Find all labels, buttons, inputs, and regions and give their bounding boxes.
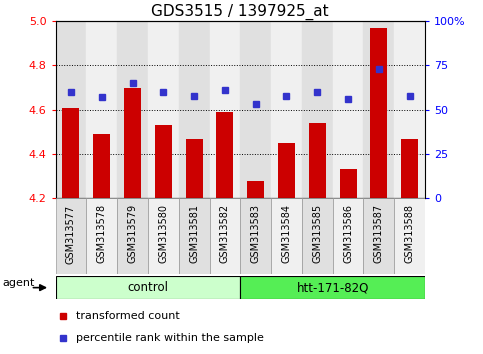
Bar: [364, 198, 394, 274]
Bar: [210, 21, 240, 198]
Bar: [148, 21, 179, 198]
Bar: [340, 170, 356, 198]
Bar: [240, 276, 425, 299]
Text: GSM313584: GSM313584: [282, 204, 291, 263]
Bar: [179, 198, 210, 274]
Bar: [394, 21, 425, 198]
Text: GSM313578: GSM313578: [97, 204, 107, 263]
Text: GSM313580: GSM313580: [158, 204, 168, 263]
Bar: [148, 198, 179, 274]
Bar: [401, 138, 418, 198]
Bar: [309, 123, 326, 198]
Text: GSM313583: GSM313583: [251, 204, 261, 263]
Bar: [117, 198, 148, 274]
Bar: [364, 21, 394, 198]
Text: agent: agent: [3, 278, 35, 287]
Bar: [216, 112, 233, 198]
Text: GSM313577: GSM313577: [66, 204, 76, 264]
Bar: [56, 198, 86, 274]
Text: htt-171-82Q: htt-171-82Q: [297, 281, 369, 294]
Bar: [240, 21, 271, 198]
Bar: [271, 21, 302, 198]
Bar: [86, 198, 117, 274]
Bar: [240, 198, 271, 274]
Title: GDS3515 / 1397925_at: GDS3515 / 1397925_at: [152, 4, 329, 20]
Bar: [179, 21, 210, 198]
Bar: [247, 181, 264, 198]
Text: control: control: [128, 281, 169, 294]
Bar: [210, 198, 240, 274]
Bar: [302, 198, 333, 274]
Bar: [333, 198, 364, 274]
Text: GSM313588: GSM313588: [405, 204, 414, 263]
Bar: [155, 125, 172, 198]
Bar: [93, 134, 110, 198]
Bar: [278, 143, 295, 198]
Bar: [302, 21, 333, 198]
Text: GSM313582: GSM313582: [220, 204, 230, 263]
Bar: [56, 21, 86, 198]
Bar: [185, 138, 202, 198]
Bar: [56, 276, 241, 299]
Bar: [117, 21, 148, 198]
Bar: [370, 28, 387, 198]
Text: GSM313585: GSM313585: [313, 204, 322, 263]
Text: GSM313586: GSM313586: [343, 204, 353, 263]
Bar: [394, 198, 425, 274]
Bar: [333, 21, 364, 198]
Text: GSM313579: GSM313579: [128, 204, 138, 263]
Text: percentile rank within the sample: percentile rank within the sample: [76, 332, 264, 343]
Text: GSM313581: GSM313581: [189, 204, 199, 263]
Text: transformed count: transformed count: [76, 311, 180, 321]
Bar: [86, 21, 117, 198]
Bar: [124, 88, 141, 198]
Text: GSM313587: GSM313587: [374, 204, 384, 263]
Bar: [62, 108, 79, 198]
Bar: [271, 198, 302, 274]
